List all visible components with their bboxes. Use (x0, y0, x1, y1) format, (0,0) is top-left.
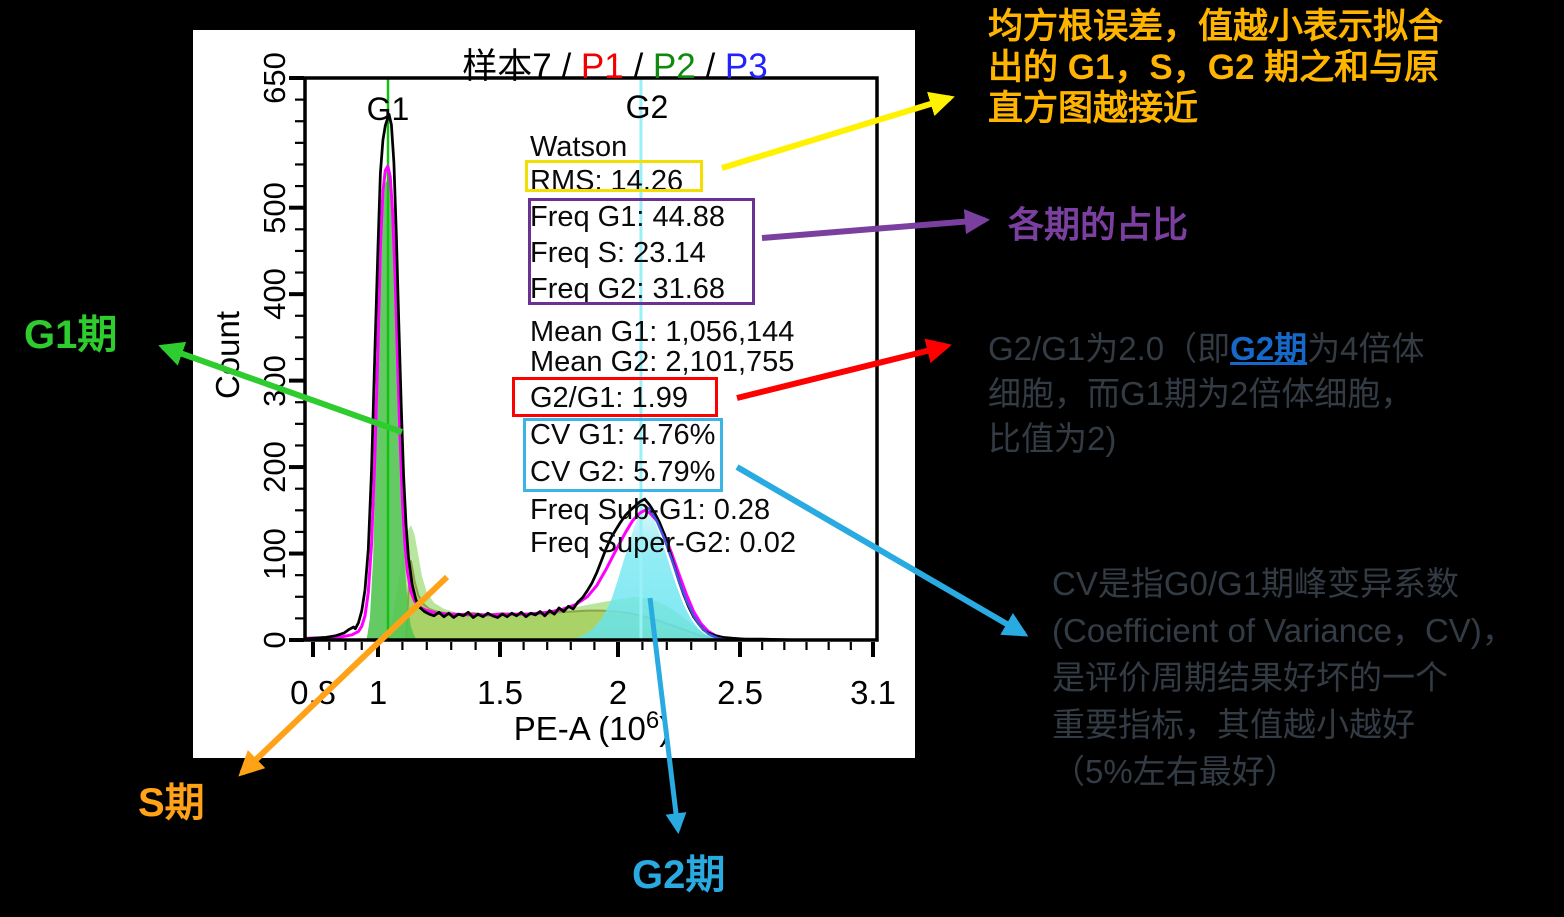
rms-highlight-box (525, 160, 703, 192)
ratio-annotation-line: G2/G1为2.0（即G2期为4倍体 (988, 326, 1424, 371)
stat-cv-g2: CV G2: 5.79% (530, 456, 716, 488)
stat-freq-g1: Freq G1: 44.88 (530, 201, 726, 233)
x-tick-label-2.5: 2.5 (717, 674, 763, 711)
ratio-annotation-line: 细胞，而G1期为2倍体细胞， (988, 375, 1414, 412)
x-tick-label-1.5: 1.5 (477, 674, 523, 711)
cv-annotation-line: （5%左右最好） (1052, 753, 1298, 790)
ratio-highlight-box (512, 377, 718, 417)
freq-annotation: 各期的占比 (1008, 204, 1189, 245)
rms-annotation: 均方根误差，值越小表示拟合 出的 G1，S，G2 期之和与原 直方图越接近 (988, 6, 1443, 129)
title-gate-p3: P3 (724, 47, 768, 86)
series-p3-outline-blue- (642, 504, 729, 642)
g2-phase-link[interactable]: G2期 (1230, 330, 1308, 367)
y-tick-label-300: 300 (257, 354, 292, 407)
x-tick-label-1: 1 (368, 674, 388, 711)
g1-phase-label: G1期 (24, 313, 118, 357)
stat-freq-super-g2: Freq Super-G2: 0.02 (530, 527, 796, 559)
rms-annotation-line: 出的 G1，S，G2 期之和与原 (988, 48, 1440, 87)
rms-annotation-line: 直方图越接近 (988, 89, 1199, 128)
chart-title: 样本7 / P1 / P2 / P3 (329, 38, 901, 89)
stat-freq-g2: Freq G2: 31.68 (530, 273, 726, 305)
title-separator: / (623, 47, 653, 86)
x-axis-title-close: ) (659, 710, 671, 747)
x-axis-title-text: PE-A (10 (513, 710, 646, 747)
stat-cv-g1: CV G1: 4.76% (530, 419, 716, 451)
y-tick-label-0: 0 (257, 631, 292, 649)
cv-annotation: CV是指G0/G1期峰变异系数 (Coefficient of Variance… (1052, 560, 1515, 795)
g2-peak-label: G2 (625, 89, 669, 125)
x-tick-label-2: 2 (608, 674, 628, 711)
ratio-line-pre: G2/G1为2.0（即 (988, 330, 1231, 367)
y-tick-label-200: 200 (257, 441, 292, 493)
title-gate-p2: P2 (652, 47, 696, 86)
rms-annotation-line: 均方根误差，值越小表示拟合 (988, 7, 1444, 46)
ratio-line-post: 为4倍体 (1307, 330, 1425, 367)
ratio-annotation: G2/G1为2.0（即G2期为4倍体 细胞，而G1期为2倍体细胞， 比值为2) (988, 326, 1424, 461)
series-g2-peak (570, 505, 726, 640)
x-axis-title: PE-A (106) (442, 707, 742, 748)
y-axis-title: Count (209, 310, 246, 400)
title-gate-p1: P1 (580, 47, 624, 86)
cv-annotation-line: 重要指标，其值越小越好 (1052, 706, 1415, 743)
stat-freq-sub-g1: Freq Sub-G1: 0.28 (530, 494, 771, 526)
y-tick-label-400: 400 (257, 268, 292, 321)
title-separator: / (551, 47, 581, 86)
stat-model: Watson (530, 131, 628, 163)
stat-mean-g1: Mean G1: 1,056,144 (530, 316, 795, 348)
y-tick-label-100: 100 (257, 527, 292, 580)
g1-peak-label: G1 (366, 91, 410, 127)
s-phase-label: S期 (138, 781, 205, 825)
cv-annotation-line: CV是指G0/G1期峰变异系数 (1052, 565, 1460, 602)
flow-cytometry-chart-panel: 样本7 / P1 / P2 / P3 G1 G2 Watson RMS: 14.… (193, 30, 915, 758)
freq-highlight-box (528, 198, 755, 305)
y-tick-label-650: 650 (257, 52, 292, 104)
stat-g2-g1-ratio: G2/G1: 1.99 (530, 382, 688, 414)
ratio-annotation-line: 比值为2) (988, 420, 1117, 457)
cv-annotation-line: 是评价周期结果好坏的一个 (1052, 659, 1448, 696)
g2-phase-label: G2期 (632, 853, 726, 897)
y-tick-label-500: 500 (257, 181, 292, 234)
series-raw-histogram-black- (304, 112, 869, 642)
cv-annotation-line: (Coefficient of Variance，CV)， (1052, 612, 1515, 649)
x-tick-label-3.1: 3.1 (850, 674, 896, 711)
title-sample: 样本7 (462, 47, 552, 86)
stat-mean-g2: Mean G2: 2,101,755 (530, 346, 795, 378)
cv-highlight-box (523, 418, 723, 492)
stat-freq-s: Freq S: 23.14 (530, 237, 706, 269)
title-separator: / (695, 47, 725, 86)
